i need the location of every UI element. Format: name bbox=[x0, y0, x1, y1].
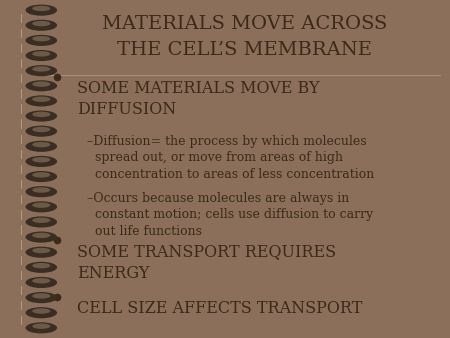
Ellipse shape bbox=[26, 171, 57, 182]
Ellipse shape bbox=[32, 6, 50, 11]
Ellipse shape bbox=[26, 95, 57, 106]
Ellipse shape bbox=[32, 81, 50, 87]
Ellipse shape bbox=[26, 322, 57, 333]
Ellipse shape bbox=[32, 233, 50, 238]
Ellipse shape bbox=[32, 157, 50, 163]
Text: –Occurs because molecules are always in
  constant motion; cells use diffusion t: –Occurs because molecules are always in … bbox=[86, 192, 373, 238]
Ellipse shape bbox=[26, 111, 57, 122]
Ellipse shape bbox=[32, 323, 50, 329]
Ellipse shape bbox=[32, 248, 50, 253]
Ellipse shape bbox=[26, 126, 57, 137]
Text: CELL SIZE AFFECTS TRANSPORT: CELL SIZE AFFECTS TRANSPORT bbox=[77, 300, 362, 317]
Ellipse shape bbox=[32, 218, 50, 223]
Ellipse shape bbox=[26, 201, 57, 212]
Ellipse shape bbox=[32, 66, 50, 72]
Ellipse shape bbox=[32, 21, 50, 26]
Ellipse shape bbox=[32, 263, 50, 268]
Ellipse shape bbox=[26, 35, 57, 46]
Ellipse shape bbox=[32, 51, 50, 56]
Text: –Diffusion= the process by which molecules
  spread out, or move from areas of h: –Diffusion= the process by which molecul… bbox=[86, 135, 374, 181]
Text: SOME TRANSPORT REQUIRES
ENERGY: SOME TRANSPORT REQUIRES ENERGY bbox=[77, 244, 336, 282]
Ellipse shape bbox=[32, 127, 50, 132]
Ellipse shape bbox=[32, 202, 50, 208]
Text: THE CELL’S MEMBRANE: THE CELL’S MEMBRANE bbox=[117, 41, 372, 59]
Ellipse shape bbox=[26, 247, 57, 258]
Ellipse shape bbox=[26, 20, 57, 31]
Ellipse shape bbox=[32, 278, 50, 284]
Ellipse shape bbox=[32, 172, 50, 177]
Ellipse shape bbox=[26, 277, 57, 288]
Ellipse shape bbox=[32, 187, 50, 193]
Ellipse shape bbox=[32, 308, 50, 314]
Ellipse shape bbox=[26, 262, 57, 273]
Ellipse shape bbox=[26, 156, 57, 167]
Ellipse shape bbox=[26, 292, 57, 303]
Ellipse shape bbox=[26, 141, 57, 152]
Ellipse shape bbox=[26, 4, 57, 16]
Text: SOME MATERIALS MOVE BY
DIFFUSION: SOME MATERIALS MOVE BY DIFFUSION bbox=[77, 80, 319, 118]
Ellipse shape bbox=[26, 65, 57, 76]
Ellipse shape bbox=[32, 112, 50, 117]
Ellipse shape bbox=[26, 232, 57, 243]
Ellipse shape bbox=[26, 186, 57, 197]
Ellipse shape bbox=[26, 307, 57, 318]
Ellipse shape bbox=[26, 216, 57, 227]
Ellipse shape bbox=[26, 50, 57, 61]
Ellipse shape bbox=[26, 80, 57, 91]
Ellipse shape bbox=[32, 97, 50, 102]
Ellipse shape bbox=[32, 293, 50, 298]
Text: MATERIALS MOVE ACROSS: MATERIALS MOVE ACROSS bbox=[102, 15, 387, 33]
Ellipse shape bbox=[32, 142, 50, 147]
Ellipse shape bbox=[32, 36, 50, 42]
